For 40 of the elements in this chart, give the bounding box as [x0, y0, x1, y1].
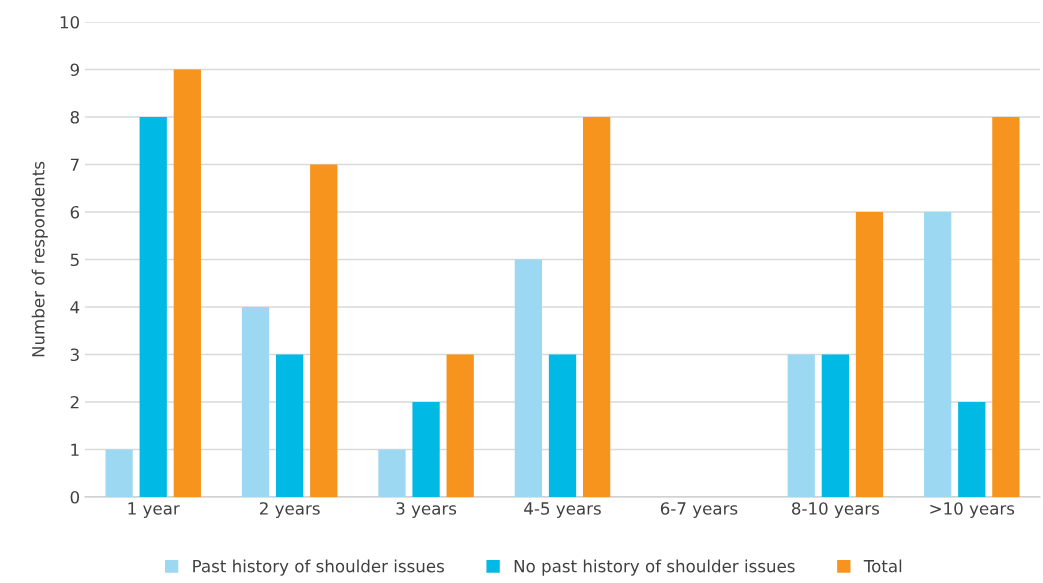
- bar: [992, 117, 1020, 497]
- bar: [924, 212, 952, 497]
- bar: [173, 69, 201, 497]
- bar: [378, 449, 406, 497]
- x-tick-label: 3 years: [396, 502, 457, 518]
- bar: [139, 117, 167, 497]
- x-tick-label: 6-7 years: [660, 502, 738, 518]
- bar: [105, 449, 133, 497]
- bar: [412, 402, 440, 497]
- bar: [548, 354, 577, 497]
- y-tick-label: 0: [70, 490, 80, 504]
- y-tick-label: 9: [70, 63, 79, 77]
- y-tick-label: 4: [70, 301, 80, 314]
- y-tick-label: 5: [70, 253, 79, 267]
- bar: [310, 164, 338, 497]
- bar: [241, 307, 270, 497]
- y-tick-label: 8: [70, 110, 79, 124]
- bar: [958, 402, 986, 497]
- legend-label: Past history of shoulder issues: [193, 559, 444, 576]
- y-tick-label: 1: [71, 443, 79, 456]
- bar: [276, 354, 304, 497]
- bar: [514, 259, 543, 497]
- y-tick-label: 2: [70, 395, 79, 409]
- y-axis-title: Number of respondents: [31, 161, 48, 357]
- bar: [855, 212, 884, 497]
- x-tick-label: 8-10 years: [791, 502, 880, 518]
- legend-label: Total: [863, 559, 902, 573]
- x-tick-label: 2 years: [259, 502, 320, 518]
- bar: [787, 354, 815, 497]
- x-tick-label: 1 year: [128, 502, 180, 518]
- bar: [446, 354, 474, 497]
- y-tick-label: 10: [60, 15, 80, 29]
- legend-label: No past history of shoulder issues: [514, 559, 795, 576]
- x-tick-label: >10 years: [930, 502, 1015, 518]
- y-tick-label: 3: [70, 348, 79, 362]
- y-tick-label: 7: [70, 158, 79, 171]
- y-tick-label: 6: [70, 205, 80, 219]
- bar: [582, 117, 611, 497]
- x-tick-label: 4-5 years: [524, 502, 601, 518]
- bar: [821, 354, 849, 497]
